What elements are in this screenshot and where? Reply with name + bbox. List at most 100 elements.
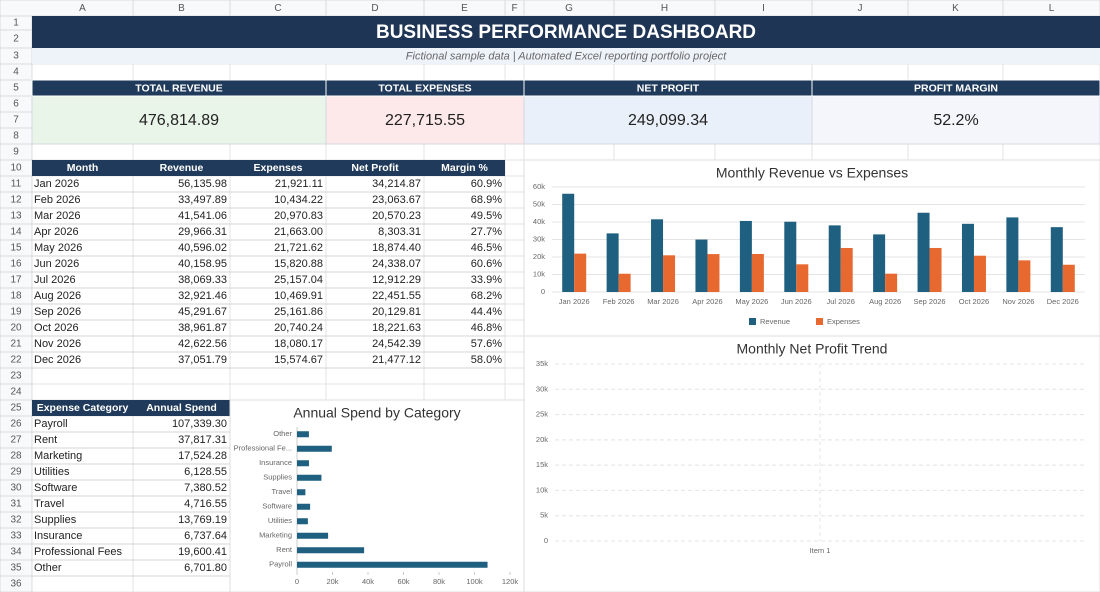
table-cell: 6,128.55: [184, 466, 227, 478]
table-cell: Sep 2026: [34, 306, 81, 318]
column-header[interactable]: H: [661, 3, 668, 14]
table-cell: 21,663.00: [274, 226, 323, 238]
column-header[interactable]: L: [1049, 3, 1055, 14]
bar: [297, 503, 311, 510]
table-column-header: Annual Spend: [146, 402, 217, 414]
table-cell: 24,542.39: [372, 338, 421, 350]
table-cell: 45,291.67: [178, 306, 227, 318]
table-cell: 15,574.67: [274, 354, 323, 366]
bar: [840, 247, 853, 292]
row-header[interactable]: 26: [10, 419, 22, 430]
y-tick-label: Payroll: [269, 560, 292, 569]
row-header[interactable]: 16: [10, 259, 22, 270]
row-header[interactable]: 22: [10, 355, 22, 366]
table-cell: Professional Fees: [34, 546, 123, 558]
table-cell: 46.5%: [471, 242, 502, 254]
row-header[interactable]: 32: [10, 515, 22, 526]
row-header[interactable]: 18: [10, 291, 22, 302]
row-header[interactable]: 20: [10, 323, 22, 334]
row-header[interactable]: 12: [10, 195, 22, 206]
chart-title: Monthly Net Profit Trend: [737, 341, 888, 357]
row-header[interactable]: 28: [10, 451, 22, 462]
column-header[interactable]: F: [511, 3, 517, 14]
column-header[interactable]: K: [952, 3, 959, 14]
row-header[interactable]: 8: [13, 131, 19, 142]
row-header[interactable]: 9: [13, 147, 19, 158]
x-tick-label: 20k: [326, 577, 338, 586]
row-header[interactable]: 25: [10, 403, 22, 414]
table-cell: 10,469.91: [274, 290, 323, 302]
row-header[interactable]: 31: [10, 499, 22, 510]
x-tick-label: Sep 2026: [913, 297, 945, 306]
dashboard-title: BUSINESS PERFORMANCE DASHBOARD: [376, 22, 756, 43]
row-header[interactable]: 30: [10, 483, 22, 494]
bar: [1006, 217, 1019, 292]
row-header[interactable]: 7: [13, 115, 19, 126]
kpi-header: [811, 79, 1100, 97]
table-cell: 57.6%: [471, 338, 502, 350]
row-header[interactable]: 1: [13, 18, 19, 29]
y-tick-label: 15k: [536, 460, 548, 469]
bar: [885, 273, 898, 292]
bar: [1062, 264, 1075, 292]
row-header[interactable]: 10: [10, 163, 22, 174]
row-header[interactable]: 11: [11, 179, 22, 190]
row-header[interactable]: 2: [13, 34, 19, 45]
row-header[interactable]: 5: [13, 83, 19, 94]
row-header[interactable]: 3: [13, 51, 19, 62]
bar: [1018, 260, 1031, 292]
table-cell: 18,874.40: [372, 242, 421, 254]
row-header[interactable]: 14: [10, 227, 22, 238]
y-tick-label: Utilities: [268, 516, 292, 525]
table-cell: 68.9%: [471, 194, 502, 206]
table-column-header: Expenses: [253, 162, 302, 174]
row-header[interactable]: 4: [13, 67, 19, 78]
table-cell: Marketing: [34, 450, 82, 462]
column-header[interactable]: B: [178, 3, 185, 14]
table-cell: 27.7%: [471, 226, 502, 238]
column-header[interactable]: D: [371, 3, 378, 14]
row-header[interactable]: 34: [10, 547, 22, 558]
row-header[interactable]: 27: [10, 435, 22, 446]
x-tick-label: Feb 2026: [603, 297, 635, 306]
table-cell: 32,921.46: [178, 290, 227, 302]
row-header[interactable]: 19: [10, 307, 22, 318]
bar: [917, 212, 930, 292]
row-header[interactable]: 35: [10, 563, 22, 574]
row-header[interactable]: 21: [10, 339, 22, 350]
x-tick-label: 40k: [362, 577, 374, 586]
bar: [651, 219, 664, 292]
column-header[interactable]: G: [565, 3, 573, 14]
table-cell: Jul 2026: [34, 274, 76, 286]
column-header[interactable]: I: [762, 3, 765, 14]
table-cell: 8,303.31: [378, 226, 421, 238]
row-header[interactable]: 13: [10, 211, 22, 222]
row-header[interactable]: 23: [10, 371, 22, 382]
row-header[interactable]: 36: [10, 579, 22, 590]
table-cell: 107,339.30: [172, 418, 227, 430]
column-header[interactable]: J: [858, 3, 863, 14]
y-tick-label: Marketing: [259, 531, 292, 540]
row-header[interactable]: 17: [10, 275, 22, 286]
table-cell: 6,701.80: [184, 562, 227, 574]
row-header[interactable]: 29: [10, 467, 22, 478]
row-header[interactable]: 15: [10, 243, 22, 254]
x-tick-label: Mar 2026: [647, 297, 679, 306]
x-tick-label: 80k: [433, 577, 445, 586]
table-cell: 40,596.02: [178, 242, 227, 254]
row-header[interactable]: 6: [13, 99, 19, 110]
table-cell: 13,769.19: [178, 514, 227, 526]
row-header[interactable]: 33: [10, 531, 22, 542]
column-header[interactable]: A: [79, 3, 86, 14]
table-cell: 40,158.95: [178, 258, 227, 270]
kpi-card: [31, 95, 327, 145]
x-tick-label: Nov 2026: [1002, 297, 1034, 306]
table-cell: Apr 2026: [34, 226, 79, 238]
row-header[interactable]: 24: [10, 387, 22, 398]
table-cell: 33,497.89: [178, 194, 227, 206]
table-column-header: Month: [67, 162, 99, 174]
column-header[interactable]: C: [274, 3, 281, 14]
column-header[interactable]: E: [461, 3, 468, 14]
bar: [796, 264, 809, 292]
bar: [973, 255, 986, 292]
